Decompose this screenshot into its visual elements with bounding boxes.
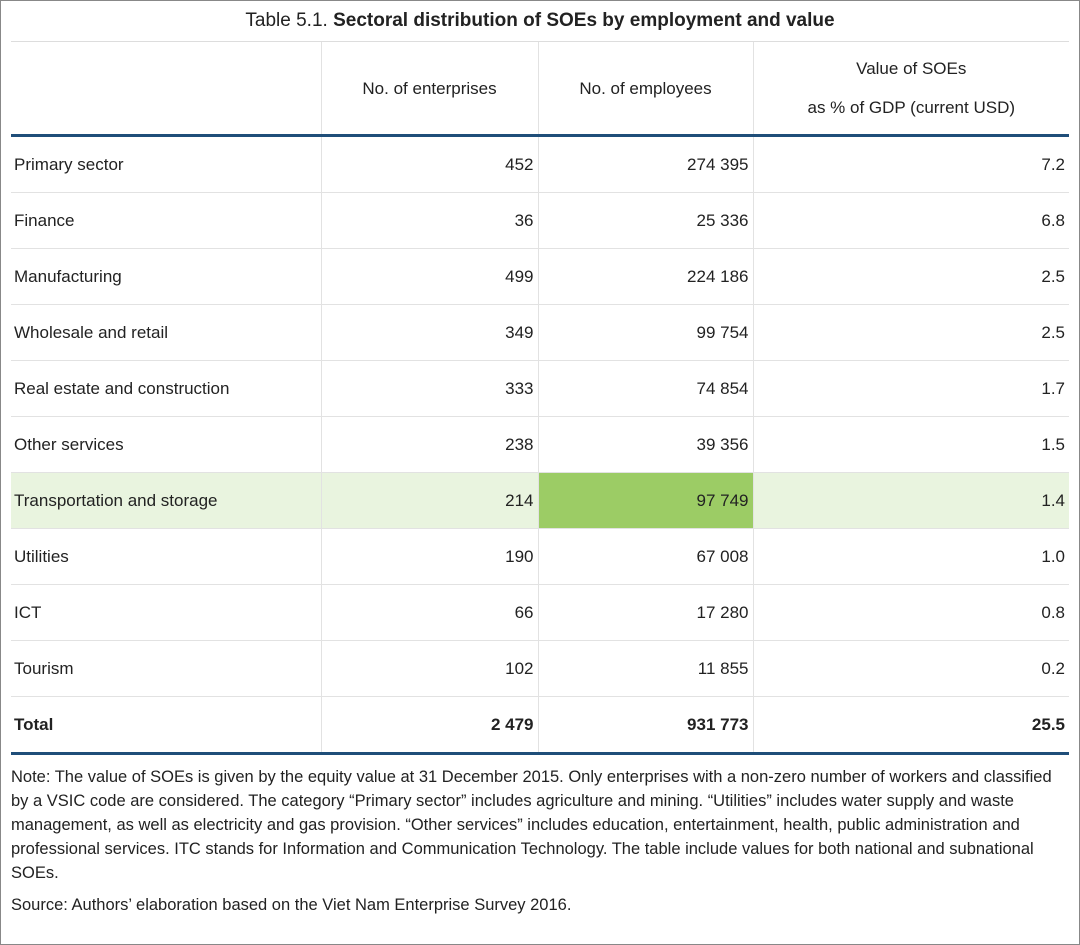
value-cell: 333: [320, 360, 538, 417]
total-cell: 2 479: [320, 696, 538, 755]
value-cell: 97 749: [537, 472, 753, 529]
table-row: Real estate and construction 333 74 854 1.7: [11, 360, 1069, 417]
row-label: Manufacturing: [11, 248, 321, 305]
value-cell: 2.5: [752, 304, 1069, 361]
table-row: Transportation and storage 214 97 749 1.4: [11, 472, 1069, 529]
header-line: as % of GDP (current USD): [807, 98, 1016, 117]
value-cell: 74 854: [537, 360, 753, 417]
row-label: Primary sector: [11, 135, 321, 193]
total-cell: 931 773: [537, 696, 753, 755]
header-cell: [11, 42, 321, 137]
value-cell: 1.0: [752, 528, 1069, 585]
value-cell: 499: [320, 248, 538, 305]
total-label: Total: [11, 696, 321, 755]
value-cell: 67 008: [537, 528, 753, 585]
table-row: Tourism 102 11 855 0.2: [11, 640, 1069, 697]
row-label: Utilities: [11, 528, 321, 585]
table-row: Utilities 190 67 008 1.0: [11, 528, 1069, 585]
row-label: Real estate and construction: [11, 360, 321, 417]
table-body: Primary sector 452 274 395 7.2 Finance 36 25 3…: [11, 135, 1069, 755]
row-label: Wholesale and retail: [11, 304, 321, 361]
table-row: ICT 66 17 280 0.8: [11, 584, 1069, 641]
value-cell: 1.7: [752, 360, 1069, 417]
header-cell: Value of SOEs as % of GDP (current USD): [752, 42, 1069, 137]
table-title: Table 5.1. Sectoral distribution of SOEs…: [11, 1, 1069, 42]
value-cell: 349: [320, 304, 538, 361]
header-cell: No. of employees: [537, 42, 753, 137]
header-line: Value of SOEs: [856, 59, 967, 78]
total-row: Total 2 479 931 773 25.5: [11, 696, 1069, 755]
table-row: Other services 238 39 356 1.5: [11, 416, 1069, 473]
value-cell: 214: [320, 472, 538, 529]
value-cell: 17 280: [537, 584, 753, 641]
value-cell: 6.8: [752, 192, 1069, 249]
value-cell: 2.5: [752, 248, 1069, 305]
table-label: Table 5.1.: [245, 10, 328, 31]
table: No. of enterprises No. of employees Value …: [11, 42, 1069, 755]
value-cell: 11 855: [537, 640, 753, 697]
value-cell: 452: [320, 135, 538, 193]
row-label: ICT: [11, 584, 321, 641]
value-cell: 224 186: [537, 248, 753, 305]
value-cell: 0.8: [752, 584, 1069, 641]
row-label: Tourism: [11, 640, 321, 697]
value-cell: 36: [320, 192, 538, 249]
value-cell: 99 754: [537, 304, 753, 361]
value-cell: 66: [320, 584, 538, 641]
value-cell: 238: [320, 416, 538, 473]
header-row: No. of enterprises No. of employees Value …: [11, 42, 1069, 137]
total-cell: 25.5: [752, 696, 1069, 755]
source: Source: Authors’ elaboration based on th…: [11, 896, 572, 914]
value-cell: 274 395: [537, 135, 753, 193]
value-cell: 39 356: [537, 416, 753, 473]
value-cell: 7.2: [752, 135, 1069, 193]
value-cell: 190: [320, 528, 538, 585]
row-label: Other services: [11, 416, 321, 473]
note: Note: The value of SOEs is given by the …: [11, 768, 1052, 882]
table-caption: Sectoral distribution of SOEs by employm…: [333, 10, 835, 31]
header-cell: No. of enterprises: [320, 42, 538, 137]
value-cell: 102: [320, 640, 538, 697]
table-row: Primary sector 452 274 395 7.2: [11, 135, 1069, 193]
value-cell: 0.2: [752, 640, 1069, 697]
row-label: Finance: [11, 192, 321, 249]
row-label: Transportation and storage: [11, 472, 321, 529]
table-row: Wholesale and retail 349 99 754 2.5: [11, 304, 1069, 361]
table-row: Manufacturing 499 224 186 2.5: [11, 248, 1069, 305]
value-cell: 1.5: [752, 416, 1069, 473]
value-cell: 1.4: [752, 472, 1069, 529]
value-cell: 25 336: [537, 192, 753, 249]
table-row: Finance 36 25 336 6.8: [11, 192, 1069, 249]
